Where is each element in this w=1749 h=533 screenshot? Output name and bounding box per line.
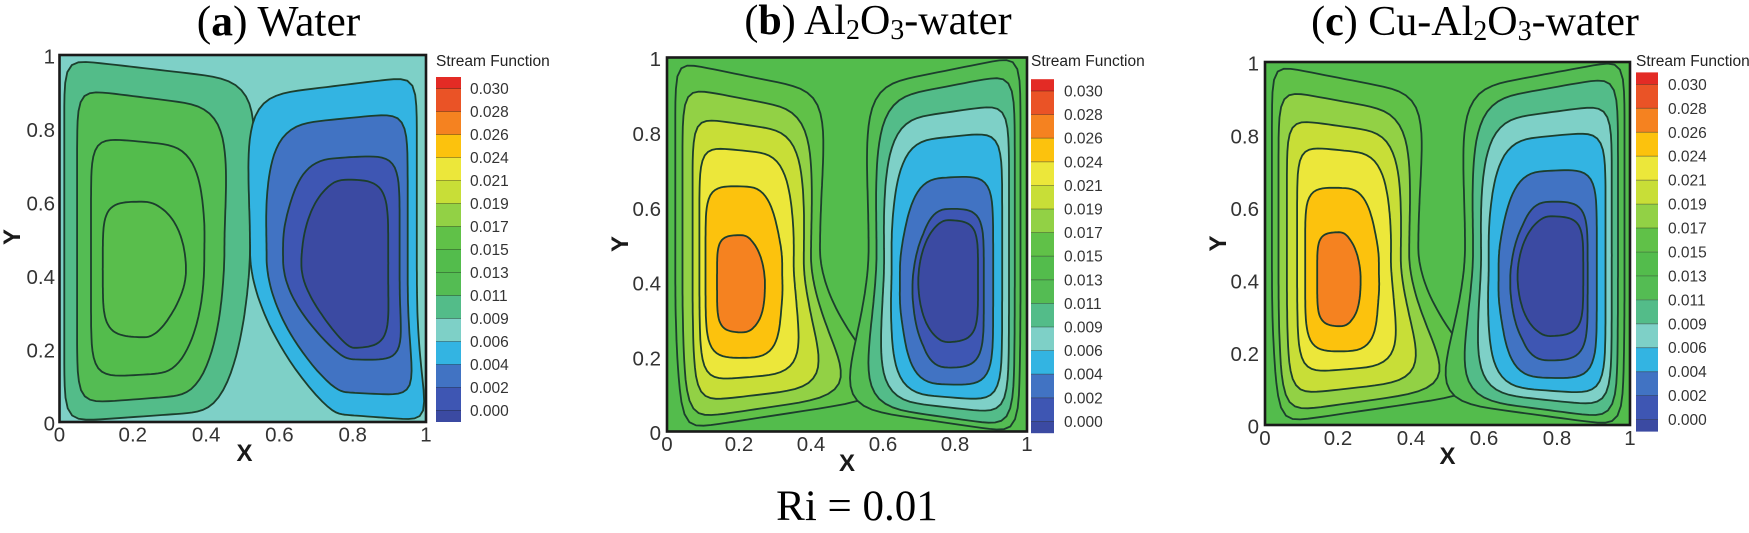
svg-text:X: X (1439, 443, 1455, 470)
svg-text:0.8: 0.8 (1231, 125, 1260, 148)
svg-text:0.006: 0.006 (1668, 340, 1707, 357)
svg-text:0.4: 0.4 (192, 424, 221, 447)
svg-text:0.013: 0.013 (1064, 272, 1103, 289)
svg-text:0.024: 0.024 (1668, 149, 1707, 166)
svg-text:0.006: 0.006 (1064, 343, 1103, 360)
svg-text:0.004: 0.004 (470, 357, 509, 374)
svg-text:Y: Y (0, 229, 26, 245)
svg-text:Stream Function: Stream Function (436, 53, 550, 70)
svg-text:X: X (839, 450, 855, 477)
svg-text:0.2: 0.2 (725, 433, 754, 456)
svg-text:0.8: 0.8 (633, 123, 662, 146)
svg-text:0.024: 0.024 (1064, 154, 1103, 171)
svg-text:0.019: 0.019 (1668, 197, 1707, 214)
svg-text:0.009: 0.009 (1064, 320, 1103, 337)
svg-text:0: 0 (44, 413, 55, 436)
svg-text:0.030: 0.030 (470, 81, 509, 98)
svg-text:0.6: 0.6 (1231, 198, 1260, 221)
svg-text:1: 1 (1021, 433, 1032, 456)
svg-text:0: 0 (650, 422, 661, 445)
svg-text:0.019: 0.019 (470, 196, 509, 213)
svg-text:0.017: 0.017 (1668, 221, 1707, 238)
svg-text:0.4: 0.4 (1397, 427, 1426, 450)
svg-text:(b) Al2O3-water: (b) Al2O3-water (744, 0, 1011, 46)
svg-text:0.6: 0.6 (869, 433, 898, 456)
svg-text:1: 1 (1624, 427, 1635, 450)
svg-text:0.026: 0.026 (1668, 125, 1707, 142)
svg-text:X: X (236, 440, 252, 467)
svg-text:Y: Y (1205, 235, 1232, 251)
svg-text:0.019: 0.019 (1064, 202, 1103, 219)
svg-text:0.009: 0.009 (470, 311, 509, 328)
svg-text:0.6: 0.6 (1470, 427, 1499, 450)
svg-text:0.030: 0.030 (1668, 77, 1707, 94)
svg-text:0.2: 0.2 (1324, 427, 1353, 450)
svg-text:Stream Function: Stream Function (1636, 53, 1749, 70)
svg-text:0.028: 0.028 (1668, 101, 1707, 118)
svg-text:0.002: 0.002 (470, 380, 509, 397)
svg-text:0.013: 0.013 (1668, 268, 1707, 285)
svg-text:0.2: 0.2 (27, 339, 56, 362)
svg-text:0.2: 0.2 (119, 424, 148, 447)
svg-text:0.017: 0.017 (470, 219, 509, 236)
svg-text:0.4: 0.4 (1231, 271, 1260, 294)
svg-text:0.2: 0.2 (633, 347, 662, 370)
svg-text:0.024: 0.024 (470, 150, 509, 167)
svg-text:0.000: 0.000 (1064, 414, 1103, 431)
svg-text:0.4: 0.4 (27, 266, 56, 289)
svg-text:0.6: 0.6 (633, 198, 662, 221)
svg-text:1: 1 (1248, 53, 1259, 76)
svg-text:0.026: 0.026 (470, 127, 509, 144)
svg-text:0.030: 0.030 (1064, 84, 1103, 101)
svg-text:0.015: 0.015 (1064, 249, 1103, 266)
svg-text:0: 0 (1248, 416, 1259, 439)
svg-text:0.011: 0.011 (470, 288, 508, 305)
svg-text:0.011: 0.011 (1668, 292, 1706, 309)
svg-text:0.026: 0.026 (1064, 131, 1103, 148)
svg-text:1: 1 (44, 46, 55, 69)
svg-text:Y: Y (607, 236, 634, 252)
svg-text:0.015: 0.015 (1668, 245, 1707, 262)
svg-text:Stream Function: Stream Function (1031, 53, 1145, 70)
svg-text:0.011: 0.011 (1064, 296, 1102, 313)
svg-text:0.8: 0.8 (941, 433, 970, 456)
svg-text:0.021: 0.021 (1064, 178, 1103, 195)
svg-text:0.002: 0.002 (1668, 388, 1707, 405)
svg-text:0.8: 0.8 (1543, 427, 1572, 450)
svg-text:0.013: 0.013 (470, 265, 509, 282)
svg-text:0.000: 0.000 (1668, 412, 1707, 429)
svg-text:0.009: 0.009 (1668, 316, 1707, 333)
svg-text:0.004: 0.004 (1064, 367, 1103, 384)
svg-text:0.000: 0.000 (470, 403, 509, 420)
svg-text:(c) Cu-Al2O3-water: (c) Cu-Al2O3-water (1311, 0, 1639, 47)
svg-text:0.4: 0.4 (633, 273, 662, 296)
svg-text:0: 0 (1259, 427, 1270, 450)
svg-text:Ri = 0.01: Ri = 0.01 (776, 483, 938, 530)
svg-text:0.6: 0.6 (265, 424, 294, 447)
svg-text:0.002: 0.002 (1064, 390, 1103, 407)
svg-text:0.021: 0.021 (1668, 173, 1707, 190)
svg-text:0.6: 0.6 (27, 193, 56, 216)
svg-text:0.8: 0.8 (27, 119, 56, 142)
svg-text:0: 0 (54, 424, 65, 447)
svg-text:0: 0 (661, 433, 672, 456)
svg-text:0.2: 0.2 (1231, 343, 1260, 366)
svg-text:0.006: 0.006 (470, 334, 509, 351)
svg-text:0.015: 0.015 (470, 242, 509, 259)
svg-text:0.028: 0.028 (470, 104, 509, 121)
svg-text:(a) Water: (a) Water (197, 0, 361, 46)
svg-text:0.4: 0.4 (797, 433, 826, 456)
svg-text:0.004: 0.004 (1668, 364, 1707, 381)
svg-text:0.8: 0.8 (338, 424, 367, 447)
svg-text:0.028: 0.028 (1064, 107, 1103, 124)
svg-text:1: 1 (650, 48, 661, 71)
svg-text:1: 1 (420, 424, 431, 447)
svg-text:0.021: 0.021 (470, 173, 509, 190)
svg-text:0.017: 0.017 (1064, 225, 1103, 242)
